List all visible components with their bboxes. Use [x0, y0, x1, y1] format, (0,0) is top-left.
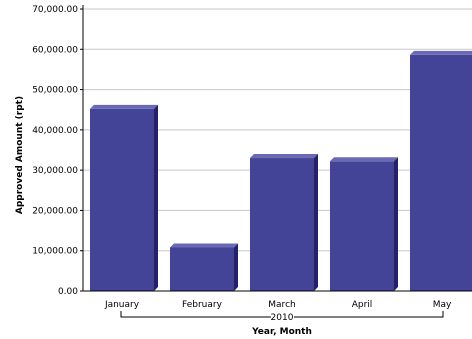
bar-top-face: [410, 50, 472, 55]
bar-february: [170, 243, 238, 291]
bar-side-face: [234, 243, 238, 291]
y-tick-label: 30,000.00: [32, 166, 78, 176]
bar-side-face: [394, 157, 398, 291]
bar-front: [410, 54, 472, 291]
y-tick-label: 60,000.00: [32, 45, 78, 55]
x-tick-label: May: [433, 300, 452, 310]
bar-march: [250, 154, 318, 291]
bar-front: [250, 158, 314, 291]
bar-front: [170, 247, 234, 291]
x-tick-label: February: [182, 300, 223, 310]
y-tick-label: 40,000.00: [32, 126, 78, 136]
y-tick-labels: 0.00 10,000.00 20,000.00 30,000.00 40,000.00…: [32, 5, 83, 297]
x-tick-labels: January February March April May: [104, 300, 452, 310]
y-tick-label: 10,000.00: [32, 247, 78, 257]
x-tick-label: April: [352, 300, 373, 310]
x-tick-label: January: [104, 300, 140, 310]
bars: [90, 50, 472, 291]
bar-side-face: [314, 154, 318, 291]
group-bracket: [120, 311, 444, 318]
bar-top-face: [170, 243, 238, 248]
bar-top-face: [330, 157, 398, 162]
y-tick-label: 20,000.00: [32, 206, 78, 216]
bar-top-face: [250, 154, 318, 159]
x-axis-title: Year, Month: [251, 327, 312, 337]
group-label-2010: 2010: [271, 313, 294, 323]
y-tick-label: 0.00: [58, 287, 78, 297]
bar-january: [90, 104, 158, 291]
y-tick-label: 50,000.00: [32, 86, 78, 96]
y-axis-title: Approved Amount (rpt): [15, 96, 25, 214]
bar-front: [330, 161, 394, 291]
bar-front: [90, 108, 154, 291]
y-tick-label: 70,000.00: [32, 5, 78, 15]
bar-april: [330, 157, 398, 291]
x-tick-label: March: [268, 300, 295, 310]
bar-may: [410, 50, 472, 291]
bar-side-face: [154, 104, 158, 291]
bar-top-face: [90, 104, 158, 109]
